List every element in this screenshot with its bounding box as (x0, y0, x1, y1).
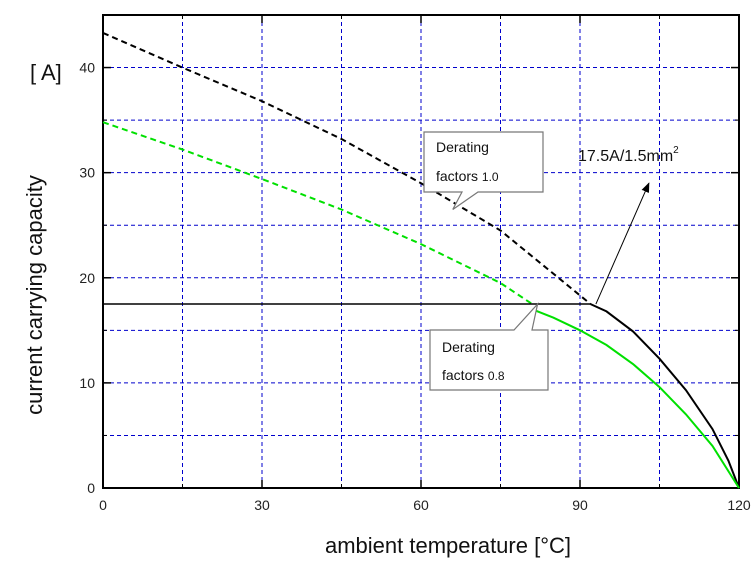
callout-factor-0-8: Derating factors 0.8 (430, 304, 548, 390)
curve-factor_0_8-solid (532, 309, 739, 488)
y-tick-label: 10 (79, 375, 95, 391)
x-tick-label: 90 (572, 497, 588, 513)
y-tick-label: 30 (79, 165, 95, 181)
x-tick-label: 60 (413, 497, 429, 513)
x-tick-labels: 0 30 60 90 120 (99, 497, 751, 513)
curve-factor_1_0-solid (591, 304, 739, 488)
y-axis-unit: [ A] (30, 60, 62, 85)
callout-2-line1: Derating (442, 339, 495, 355)
x-tick-label: 120 (727, 497, 751, 513)
y-tick-label: 20 (79, 270, 95, 286)
callout-factor-1-0: Derating factors 1.0 (424, 132, 543, 209)
grid (103, 15, 739, 488)
callout-2-line2: factors 0.8 (442, 367, 505, 383)
y-tick-labels: 0 10 20 30 40 (79, 60, 95, 496)
callout-1-line1: Derating (436, 139, 489, 155)
callout-1-line2: factors 1.0 (436, 168, 499, 184)
x-axis-title: ambient temperature [°C] (325, 533, 571, 558)
rating-text: 17.5A/1.5mm2 (578, 145, 679, 165)
x-tick-label: 0 (99, 497, 107, 513)
rating-arrow (596, 183, 649, 304)
y-axis-title: current carrying capacity (22, 175, 47, 415)
y-tick-label: 40 (79, 60, 95, 76)
rating-annotation: 17.5A/1.5mm2 (578, 145, 679, 304)
x-tick-label: 30 (254, 497, 270, 513)
y-tick-label: 0 (87, 480, 95, 496)
